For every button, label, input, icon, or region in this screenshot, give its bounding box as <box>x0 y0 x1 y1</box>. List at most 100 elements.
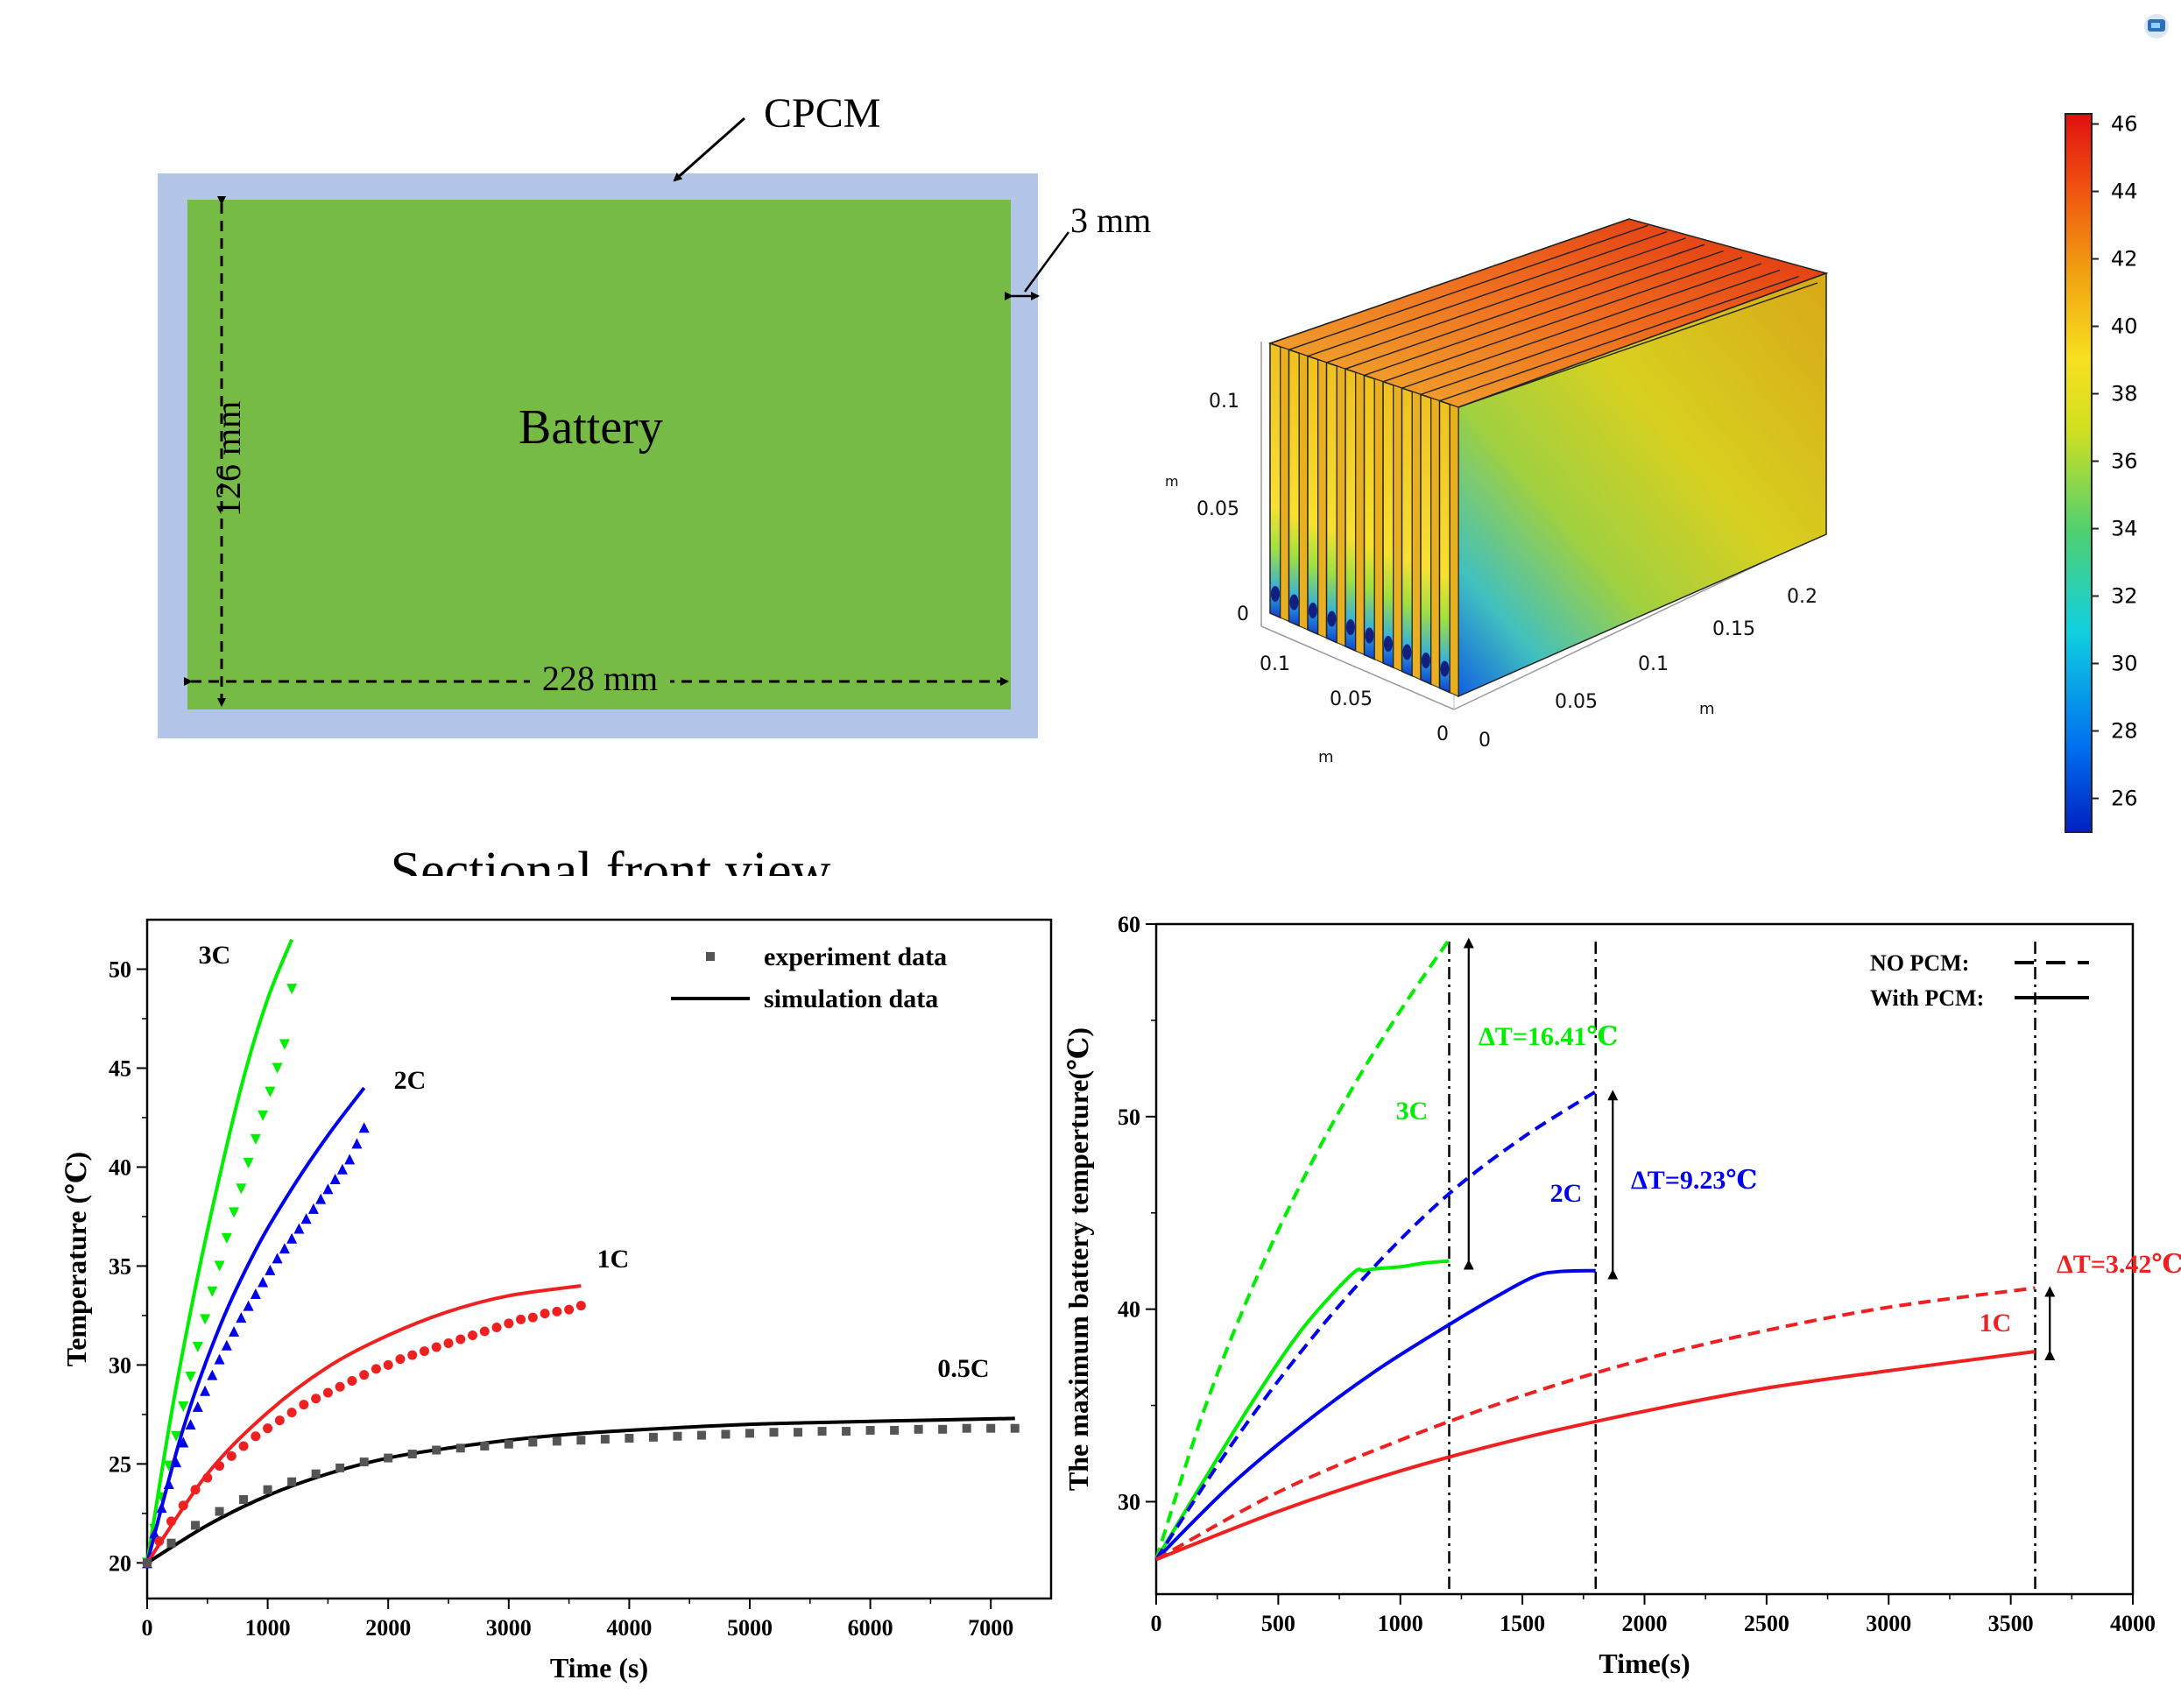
data-point <box>202 1472 213 1483</box>
series-label-3C: 3C <box>1396 1097 1429 1126</box>
data-point <box>239 1495 249 1505</box>
y-axis-label: The maximum battery temperture(℃) <box>1062 1027 1094 1491</box>
series-label-0.5C: 0.5C <box>937 1354 989 1383</box>
x-tick-2: 0 <box>1436 723 1449 745</box>
thickness-arrow <box>1023 231 1070 293</box>
data-point <box>286 1232 298 1244</box>
data-point <box>407 1350 418 1360</box>
data-point <box>163 1478 174 1489</box>
data-point <box>794 1428 803 1437</box>
fin-cold-spot <box>1440 660 1450 677</box>
colorbar-tick-label: 36 <box>2111 449 2138 474</box>
colorbar-tick-label: 40 <box>2111 314 2138 339</box>
data-point <box>311 1469 321 1479</box>
data-point <box>455 1334 466 1345</box>
data-point <box>171 1430 182 1442</box>
data-point <box>149 1528 160 1539</box>
x-tick-label: 6000 <box>848 1615 893 1641</box>
data-point <box>552 1436 561 1446</box>
pcm-line-1C <box>1155 1350 2036 1562</box>
data-point <box>491 1322 502 1332</box>
data-point <box>359 1370 370 1380</box>
data-point <box>431 1342 441 1352</box>
x-tick-label: 2000 <box>1622 1611 1668 1636</box>
top-stripe <box>1326 237 1686 363</box>
top-stripe <box>1364 250 1724 377</box>
colorbar-tick-label: 26 <box>2111 787 2138 811</box>
plot-frame <box>1154 922 2135 1596</box>
delta-label-2: ΔT=3.42℃ <box>2057 1250 2181 1279</box>
z-unit: m <box>1165 473 1179 490</box>
data-point <box>207 1286 218 1297</box>
data-point <box>192 1401 203 1412</box>
data-point <box>914 1424 923 1434</box>
data-point <box>258 1276 269 1288</box>
width-label-bg <box>530 659 670 694</box>
data-point <box>171 1457 182 1468</box>
pcm-line-2C <box>1154 1268 1596 1561</box>
data-point <box>215 1461 225 1472</box>
data-point <box>200 1385 211 1396</box>
data-point <box>335 1463 345 1472</box>
data-point <box>817 1427 827 1436</box>
data-point <box>272 1062 283 1074</box>
x-axis-label: Time(s) <box>1599 1648 1690 1679</box>
x-tick-label: 3000 <box>1866 1611 1911 1636</box>
fin-cold-spot <box>1383 636 1393 652</box>
data-point <box>279 1243 290 1254</box>
series-label-1C: 1C <box>597 1245 630 1274</box>
data-point <box>178 1500 188 1511</box>
data-point <box>516 1314 526 1324</box>
x-tick-label: 7000 <box>968 1615 1013 1641</box>
data-point <box>359 1457 369 1467</box>
battery-cell <box>187 200 1011 709</box>
data-point <box>384 1453 393 1463</box>
legend-experiment: experiment data <box>764 942 947 971</box>
battery-label: Battery <box>519 400 663 455</box>
y-tick-label: 30 <box>109 1352 131 1378</box>
top-stripe <box>1458 282 1818 408</box>
data-point <box>315 1193 327 1204</box>
data-point <box>236 1183 247 1195</box>
cpcm-label: CPCM <box>764 90 880 137</box>
data-point <box>419 1346 429 1357</box>
y-tick-1: 0.05 <box>1555 691 1598 713</box>
z-tick-1: 0.05 <box>1196 498 1239 520</box>
data-point <box>221 1339 232 1351</box>
data-point <box>443 1338 454 1349</box>
y-tick-label: 50 <box>109 956 131 982</box>
data-point <box>250 1133 261 1145</box>
data-point <box>207 1369 218 1380</box>
data-point <box>351 1138 363 1149</box>
x-tick-1: 0.05 <box>1330 688 1373 710</box>
data-point <box>293 1223 305 1234</box>
colorbar-tick-label: 30 <box>2111 652 2138 676</box>
toolbar-widget-icon[interactable] <box>2144 14 2169 39</box>
data-point <box>383 1359 393 1370</box>
data-point <box>214 1260 225 1272</box>
height-label: 126 mm <box>208 401 248 517</box>
data-point <box>190 1485 201 1495</box>
data-point <box>769 1428 779 1437</box>
data-point <box>432 1445 441 1455</box>
data-point <box>335 1381 345 1392</box>
data-point <box>1010 1423 1020 1433</box>
thickness-label: 3 mm <box>1070 201 1151 240</box>
x-axis-line <box>1260 625 1455 710</box>
data-point <box>236 1312 247 1323</box>
x-tick-label: 4000 <box>2110 1611 2156 1636</box>
data-point <box>322 1387 333 1398</box>
data-point <box>286 1408 297 1418</box>
top-stripe <box>1345 243 1705 370</box>
x-tick-label: 500 <box>1261 1611 1295 1636</box>
data-point <box>625 1433 634 1443</box>
data-point <box>311 1394 321 1404</box>
data-point <box>468 1330 478 1340</box>
data-point <box>154 1535 165 1546</box>
data-point <box>178 1401 189 1412</box>
data-point <box>192 1342 203 1353</box>
data-point <box>191 1521 201 1530</box>
z-tick-0: 0 <box>1237 603 1249 625</box>
